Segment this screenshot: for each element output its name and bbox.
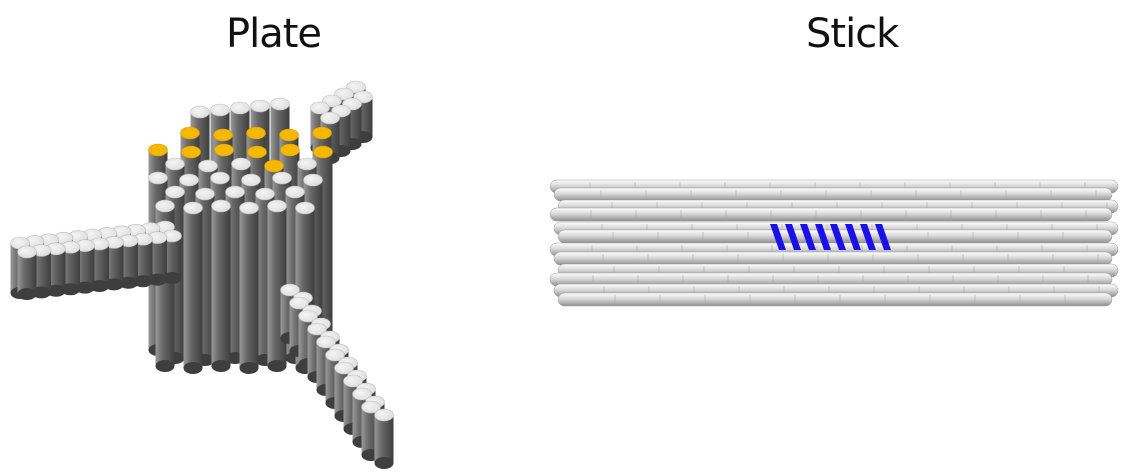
plate-rod-top: [303, 173, 323, 187]
stick-rod-bundle: [549, 179, 1119, 307]
plate-rod-top: [210, 171, 230, 185]
stick-highlight-segment: [770, 224, 786, 250]
plate-rod-top: [280, 283, 300, 297]
plate-rod-assembly: [10, 80, 394, 469]
plate-rod-top: [165, 157, 185, 171]
plate-rod-top-highlight: [148, 143, 168, 157]
plate-rod: [17, 245, 37, 300]
plate-rod-top: [316, 335, 336, 349]
plate-rod-top-highlight: [280, 143, 300, 157]
plate-rod-top: [239, 201, 259, 215]
stick-highlight-segment: [860, 224, 876, 250]
plate-rod-top: [272, 171, 292, 185]
plate-rod-top: [241, 173, 261, 187]
plate-rod: [60, 240, 81, 296]
plate-rod-top: [289, 296, 309, 310]
stick-highlight-segment: [785, 224, 801, 250]
plate-rod-top: [361, 400, 381, 414]
stick-panel: Stick: [530, 0, 1145, 476]
plate-rod: [147, 231, 168, 286]
plate-rod: [183, 201, 203, 374]
plate-rod-top: [298, 309, 318, 323]
plate-rod-top-highlight: [180, 126, 200, 140]
plate-rod-top: [155, 199, 175, 213]
plate-rod-top: [374, 408, 394, 422]
plate-rod-top: [310, 101, 330, 115]
plate-rod-top: [183, 201, 203, 215]
plate-rod-top: [250, 99, 270, 113]
plate-rod: [104, 236, 124, 291]
plate-rod: [211, 199, 231, 372]
stick-highlight-segment: [830, 224, 846, 250]
plate-rod-top: [179, 173, 199, 187]
plate-panel: Plate: [0, 0, 570, 476]
plate-rod: [162, 229, 182, 284]
stick-rod: [557, 292, 1113, 307]
plate-rod-top-highlight: [246, 126, 266, 140]
stick-highlight-segment: [800, 224, 816, 250]
plate-rod-top-highlight: [213, 128, 233, 142]
plate-rod-top: [267, 199, 287, 213]
plate-rod: [75, 239, 95, 294]
plate-rod: [31, 244, 52, 299]
plate-rod-top-highlight: [313, 145, 333, 159]
plate-rod-top: [211, 199, 231, 213]
plate-rod: [133, 232, 153, 288]
plate-rod-top-highlight: [247, 145, 267, 159]
plate-title: Plate: [226, 11, 322, 57]
plate-rod-top: [225, 185, 245, 199]
plate-rod: [239, 201, 259, 374]
stick-rod: [553, 187, 1113, 202]
stick-title: Stick: [806, 11, 899, 57]
plate-rod-top: [307, 322, 327, 336]
stick-highlight-segment: [845, 224, 861, 250]
plate-rod-top: [334, 361, 354, 375]
plate-rod-top: [210, 103, 230, 117]
plate-rod-top-highlight: [279, 128, 299, 142]
plate-rod-top-highlight: [181, 145, 201, 159]
stick-rod: [553, 251, 1113, 266]
plate-rod-top: [352, 387, 372, 401]
plate-rod-top: [195, 187, 215, 201]
plate-rod-top: [297, 157, 317, 171]
plate-rod-top: [165, 185, 185, 199]
plate-rod-top: [17, 245, 37, 259]
plate-rod: [374, 408, 394, 469]
stick-highlight-segment: [815, 224, 831, 250]
plate-rod-top: [231, 157, 251, 171]
plate-rod-top: [230, 101, 250, 115]
plate-rod-top: [325, 348, 345, 362]
plate-rod-top-highlight: [264, 159, 284, 173]
plate-rod-top: [343, 374, 363, 388]
plate-rod-top: [255, 187, 275, 201]
stick-rod: [549, 207, 1113, 222]
plate-rod-top: [270, 97, 290, 111]
plate-rod: [46, 242, 66, 297]
plate-rod-top-highlight: [214, 143, 234, 157]
plate-rod-top: [320, 111, 340, 125]
plate-rod-top: [190, 105, 210, 119]
plate-rod-top: [285, 185, 305, 199]
stick-highlight-segment: [875, 224, 891, 250]
plate-rod-top: [295, 201, 315, 215]
plate-rod: [118, 234, 139, 289]
plate-rod-top-highlight: [312, 126, 332, 140]
plate-rod-top: [198, 159, 218, 173]
plate-rod-top: [148, 171, 168, 185]
